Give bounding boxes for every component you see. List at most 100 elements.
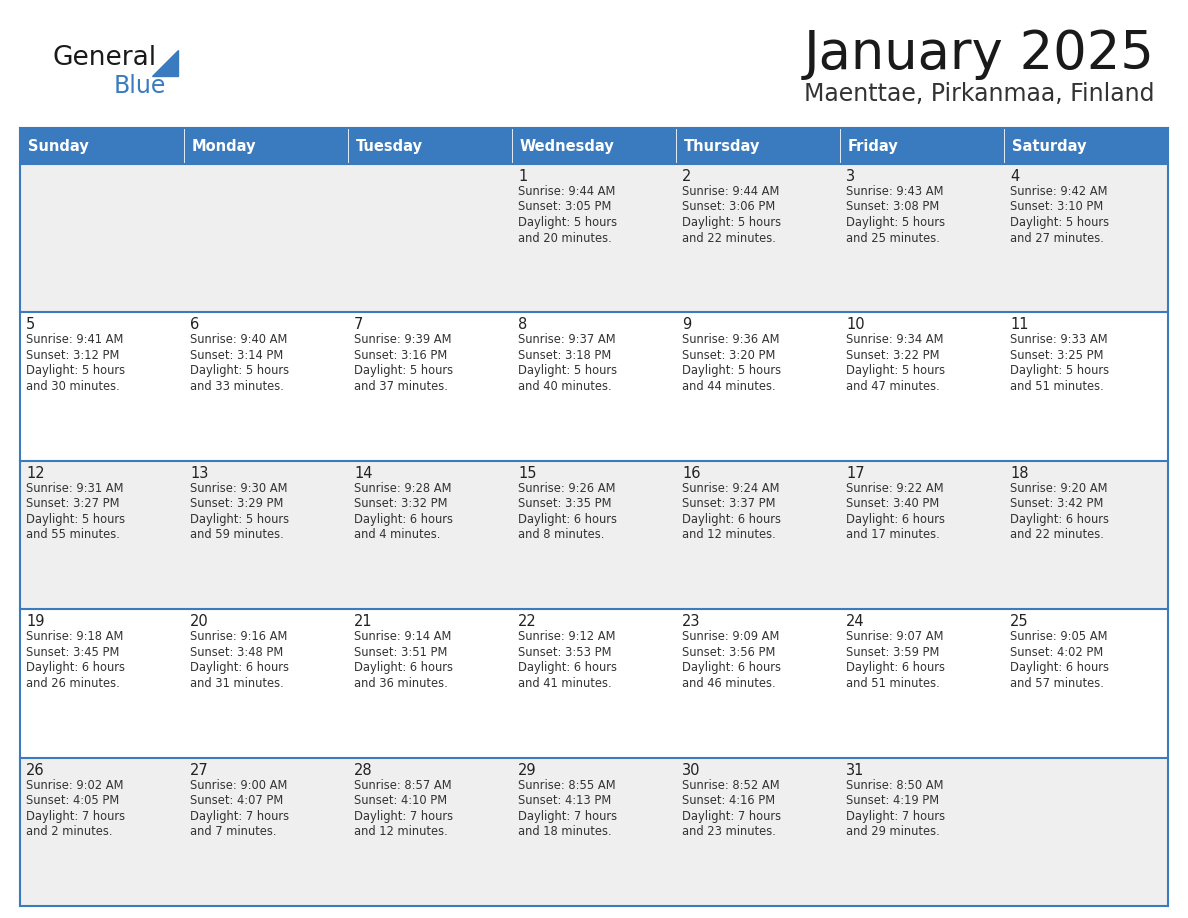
Text: Sunrise: 9:20 AM: Sunrise: 9:20 AM: [1010, 482, 1107, 495]
Bar: [1004, 128, 1168, 164]
Text: 7: 7: [354, 318, 364, 332]
Text: 11: 11: [1010, 318, 1029, 332]
Text: Sunday: Sunday: [29, 139, 89, 153]
Text: Daylight: 6 hours: Daylight: 6 hours: [190, 661, 289, 674]
Text: Daylight: 6 hours: Daylight: 6 hours: [518, 513, 617, 526]
Text: Sunset: 3:10 PM: Sunset: 3:10 PM: [1010, 200, 1104, 214]
Text: 10: 10: [846, 318, 865, 332]
Text: and 47 minutes.: and 47 minutes.: [846, 380, 940, 393]
Bar: [512, 164, 676, 312]
Text: Saturday: Saturday: [1012, 139, 1087, 153]
Text: Sunrise: 8:50 AM: Sunrise: 8:50 AM: [846, 778, 943, 791]
Text: Monday: Monday: [192, 139, 257, 153]
Bar: [348, 610, 512, 757]
Text: Sunset: 3:05 PM: Sunset: 3:05 PM: [518, 200, 612, 214]
Text: and 44 minutes.: and 44 minutes.: [682, 380, 776, 393]
Text: 24: 24: [846, 614, 865, 629]
Bar: [1004, 461, 1168, 610]
Text: Sunrise: 9:26 AM: Sunrise: 9:26 AM: [518, 482, 615, 495]
Text: Sunset: 3:51 PM: Sunset: 3:51 PM: [354, 645, 448, 659]
Text: 13: 13: [190, 465, 208, 481]
Text: and 40 minutes.: and 40 minutes.: [518, 380, 612, 393]
Text: Sunrise: 9:33 AM: Sunrise: 9:33 AM: [1010, 333, 1107, 346]
Text: Daylight: 6 hours: Daylight: 6 hours: [354, 513, 453, 526]
Text: Sunrise: 9:42 AM: Sunrise: 9:42 AM: [1010, 185, 1107, 198]
Text: Sunset: 3:45 PM: Sunset: 3:45 PM: [26, 645, 119, 659]
Bar: [676, 461, 840, 610]
Bar: [20, 128, 184, 164]
Text: Sunset: 3:42 PM: Sunset: 3:42 PM: [1010, 498, 1104, 510]
Text: Sunrise: 9:02 AM: Sunrise: 9:02 AM: [26, 778, 124, 791]
Text: 17: 17: [846, 465, 865, 481]
Text: Daylight: 7 hours: Daylight: 7 hours: [190, 810, 289, 823]
Bar: [676, 610, 840, 757]
Text: Sunset: 3:53 PM: Sunset: 3:53 PM: [518, 645, 612, 659]
Text: 8: 8: [518, 318, 527, 332]
Bar: [1004, 164, 1168, 312]
Text: Sunrise: 9:30 AM: Sunrise: 9:30 AM: [190, 482, 287, 495]
Bar: [348, 757, 512, 906]
Text: Sunrise: 9:18 AM: Sunrise: 9:18 AM: [26, 630, 124, 644]
Text: 28: 28: [354, 763, 373, 778]
Text: Daylight: 5 hours: Daylight: 5 hours: [682, 216, 782, 229]
Text: Daylight: 6 hours: Daylight: 6 hours: [1010, 513, 1110, 526]
Text: Sunset: 4:07 PM: Sunset: 4:07 PM: [190, 794, 283, 807]
Bar: [1004, 610, 1168, 757]
Bar: [348, 312, 512, 461]
Text: 9: 9: [682, 318, 691, 332]
Text: Sunset: 3:37 PM: Sunset: 3:37 PM: [682, 498, 776, 510]
Text: 29: 29: [518, 763, 537, 778]
Text: Sunset: 3:40 PM: Sunset: 3:40 PM: [846, 498, 940, 510]
Text: 14: 14: [354, 465, 373, 481]
Text: and 2 minutes.: and 2 minutes.: [26, 825, 113, 838]
Bar: [184, 757, 348, 906]
Text: Sunrise: 9:39 AM: Sunrise: 9:39 AM: [354, 333, 451, 346]
Text: and 29 minutes.: and 29 minutes.: [846, 825, 940, 838]
Bar: [1004, 312, 1168, 461]
Text: and 12 minutes.: and 12 minutes.: [354, 825, 448, 838]
Text: Daylight: 7 hours: Daylight: 7 hours: [26, 810, 125, 823]
Text: 15: 15: [518, 465, 537, 481]
Text: Maenttae, Pirkanmaa, Finland: Maenttae, Pirkanmaa, Finland: [804, 82, 1155, 106]
Text: Daylight: 6 hours: Daylight: 6 hours: [682, 661, 781, 674]
Text: Sunrise: 9:40 AM: Sunrise: 9:40 AM: [190, 333, 287, 346]
Bar: [184, 312, 348, 461]
Text: and 30 minutes.: and 30 minutes.: [26, 380, 120, 393]
Text: and 26 minutes.: and 26 minutes.: [26, 677, 120, 689]
Bar: [840, 312, 1004, 461]
Text: Daylight: 6 hours: Daylight: 6 hours: [518, 661, 617, 674]
Text: Daylight: 5 hours: Daylight: 5 hours: [846, 216, 946, 229]
Bar: [348, 164, 512, 312]
Text: Daylight: 5 hours: Daylight: 5 hours: [26, 364, 125, 377]
Text: Sunset: 3:06 PM: Sunset: 3:06 PM: [682, 200, 776, 214]
Text: 12: 12: [26, 465, 45, 481]
Text: Sunrise: 9:31 AM: Sunrise: 9:31 AM: [26, 482, 124, 495]
Text: Sunrise: 9:07 AM: Sunrise: 9:07 AM: [846, 630, 943, 644]
Text: 27: 27: [190, 763, 209, 778]
Text: Sunrise: 9:44 AM: Sunrise: 9:44 AM: [518, 185, 615, 198]
Text: 6: 6: [190, 318, 200, 332]
Text: Sunset: 3:12 PM: Sunset: 3:12 PM: [26, 349, 119, 362]
Text: Daylight: 5 hours: Daylight: 5 hours: [354, 364, 453, 377]
Text: 4: 4: [1010, 169, 1019, 184]
Bar: [840, 164, 1004, 312]
Text: Daylight: 7 hours: Daylight: 7 hours: [846, 810, 946, 823]
Text: 1: 1: [518, 169, 527, 184]
Text: and 51 minutes.: and 51 minutes.: [1010, 380, 1104, 393]
Text: Sunset: 3:25 PM: Sunset: 3:25 PM: [1010, 349, 1104, 362]
Bar: [184, 128, 348, 164]
Text: Daylight: 6 hours: Daylight: 6 hours: [1010, 661, 1110, 674]
Bar: [184, 610, 348, 757]
Text: Sunset: 3:29 PM: Sunset: 3:29 PM: [190, 498, 284, 510]
Text: and 51 minutes.: and 51 minutes.: [846, 677, 940, 689]
Text: Daylight: 5 hours: Daylight: 5 hours: [1010, 216, 1110, 229]
Text: Daylight: 7 hours: Daylight: 7 hours: [518, 810, 617, 823]
Text: Blue: Blue: [114, 74, 166, 98]
Text: Sunset: 3:08 PM: Sunset: 3:08 PM: [846, 200, 940, 214]
Text: Daylight: 5 hours: Daylight: 5 hours: [26, 513, 125, 526]
Text: Sunset: 3:22 PM: Sunset: 3:22 PM: [846, 349, 940, 362]
Text: 20: 20: [190, 614, 209, 629]
Text: Sunrise: 9:44 AM: Sunrise: 9:44 AM: [682, 185, 779, 198]
Text: Sunrise: 8:52 AM: Sunrise: 8:52 AM: [682, 778, 779, 791]
Text: Daylight: 5 hours: Daylight: 5 hours: [190, 513, 289, 526]
